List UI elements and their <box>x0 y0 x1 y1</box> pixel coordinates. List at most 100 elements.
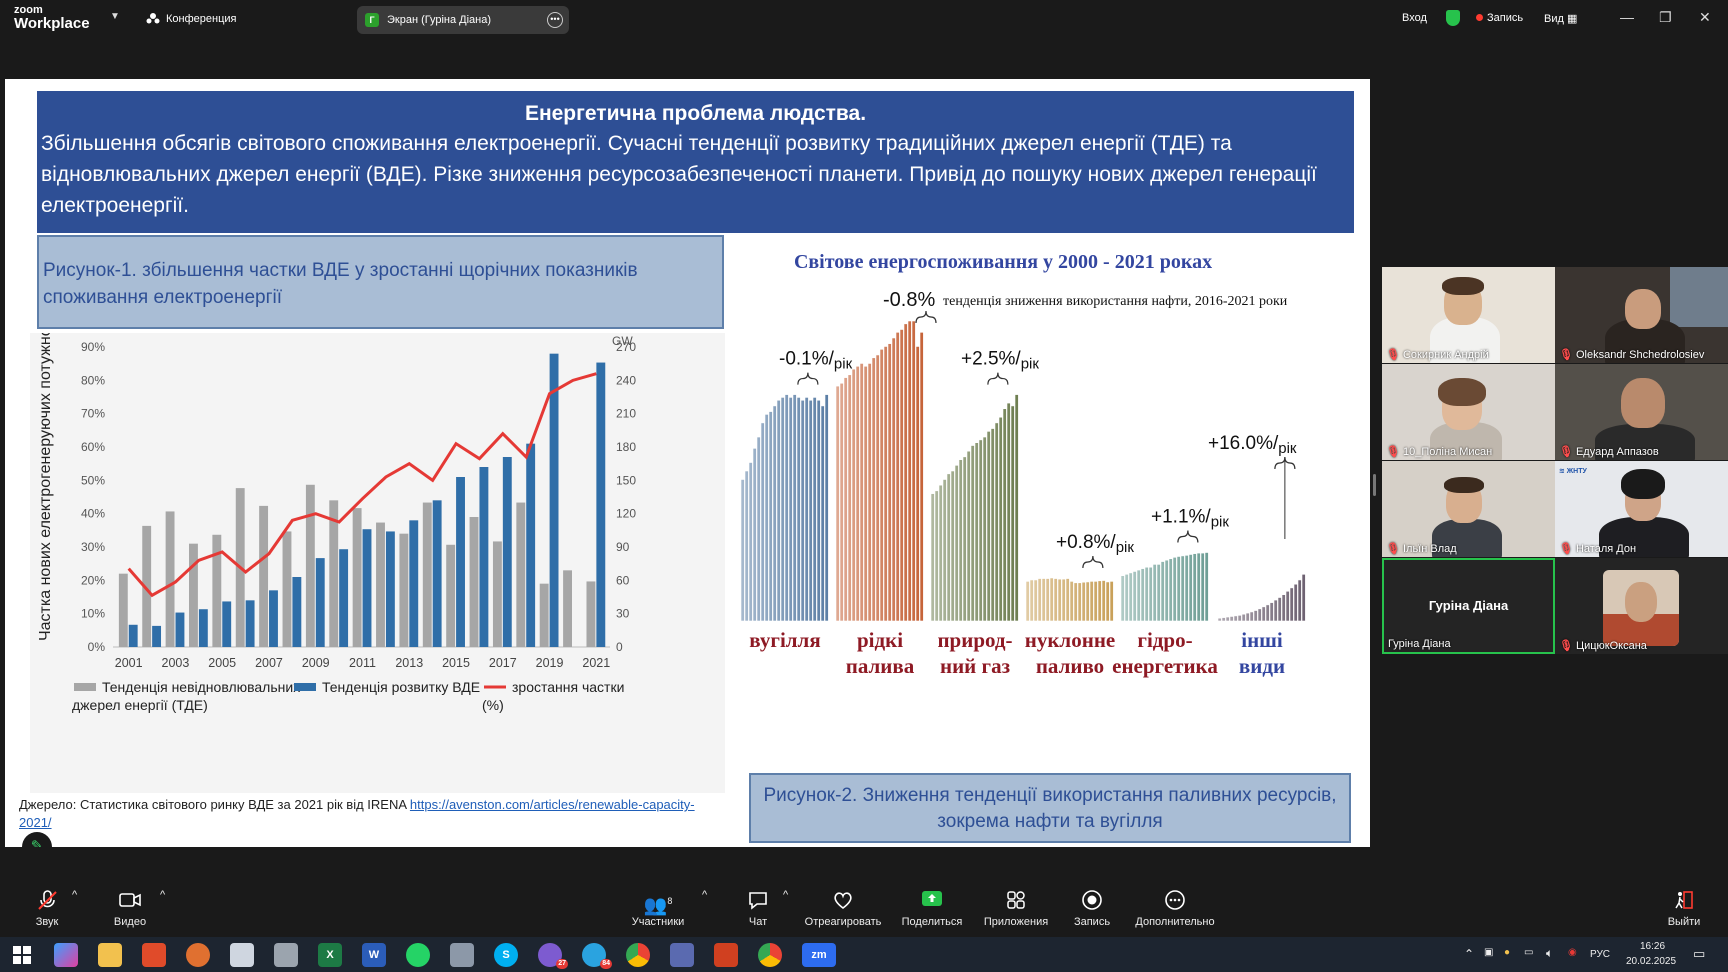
recording-indicator[interactable]: Запись <box>1476 12 1523 24</box>
consumption-bar <box>1192 553 1197 622</box>
whatsapp-icon[interactable] <box>406 943 430 967</box>
file-explorer-icon[interactable] <box>98 943 122 967</box>
camera-icon[interactable] <box>450 943 474 967</box>
calculator-icon[interactable] <box>274 943 298 967</box>
consumption-bar <box>1105 581 1110 622</box>
chart2-title: Світове енергоспоживання у 2000 - 2021 р… <box>794 251 1212 273</box>
figure2-caption: Рисунок-2. Зниження тенденції використан… <box>749 773 1351 843</box>
participant-tile[interactable]: 🎙︎ Едуард Аппазов <box>1555 364 1728 460</box>
language-indicator[interactable]: РУС <box>1590 949 1611 960</box>
video-options-chevron-icon[interactable]: ^ <box>160 889 166 901</box>
tray-app-icon[interactable]: ▣ <box>1484 947 1494 958</box>
consumption-bar <box>1085 581 1090 622</box>
video-button[interactable]: Видео <box>112 889 148 928</box>
telegram-icon[interactable]: 84 <box>582 943 612 969</box>
bar-vde <box>385 531 395 647</box>
chrome-icon[interactable] <box>626 943 650 967</box>
audio-options-chevron-icon[interactable]: ^ <box>72 889 78 901</box>
documents-icon[interactable] <box>230 943 254 967</box>
consumption-bar <box>1148 566 1153 622</box>
consumption-bar <box>1188 554 1193 622</box>
participants-options-chevron-icon[interactable]: ^ <box>702 889 708 901</box>
panel-resize-handle[interactable] <box>1373 474 1376 496</box>
y-tick-label: 20% <box>81 573 105 587</box>
participant-tile-active-speaker[interactable]: Гуріна Діана Гуріна Діана <box>1382 558 1555 654</box>
notifications-icon[interactable]: ▭ <box>1693 946 1706 961</box>
avatar <box>1603 570 1679 646</box>
consumption-bar <box>863 365 868 622</box>
app-grid-icon[interactable] <box>142 943 166 967</box>
bar-vde <box>456 477 465 647</box>
copilot-icon[interactable] <box>54 943 78 967</box>
record-button[interactable]: Запись <box>1070 889 1114 928</box>
consumption-bar <box>772 405 777 622</box>
word-icon[interactable]: W <box>362 943 386 967</box>
browser-icon[interactable] <box>186 943 210 967</box>
chrome-profile-icon[interactable] <box>758 943 782 967</box>
bar-vde <box>596 362 606 647</box>
minimize-icon[interactable]: — <box>1620 9 1634 25</box>
chevron-down-icon[interactable]: ▼ <box>110 11 120 22</box>
consumption-bar <box>974 442 979 622</box>
bar-vde <box>409 520 419 647</box>
share-screen-button[interactable]: Поделиться <box>900 889 964 928</box>
y-tick-label: 90% <box>81 340 105 354</box>
consumption-bar <box>1196 552 1201 622</box>
apps-label: Приложения <box>983 916 1049 928</box>
meeting-label: Конференция <box>166 13 237 25</box>
participants-button[interactable]: 👥8 Участники <box>628 889 688 928</box>
participant-tile[interactable]: 🎙︎ Сокирник Андрій <box>1382 267 1555 363</box>
chat-options-chevron-icon[interactable]: ^ <box>783 889 789 901</box>
participant-name: 🎙︎ Едуард Аппазов <box>1559 446 1659 458</box>
tray-chevron-icon[interactable]: ⌃ <box>1464 947 1475 961</box>
tray-alert-icon[interactable]: ◉ <box>1568 947 1577 958</box>
save-app-icon[interactable] <box>670 943 694 967</box>
leave-label: Выйти <box>1667 916 1701 928</box>
bar-tde <box>446 544 456 647</box>
bar-tde <box>259 505 269 647</box>
pdf-reader-icon[interactable] <box>714 943 738 967</box>
windows-start-icon[interactable] <box>10 943 34 967</box>
participant-tile[interactable]: 🎙︎ Oleksandr Shchedrolosiev <box>1555 267 1728 363</box>
consumption-bar <box>839 382 844 622</box>
chat-button[interactable]: Чат <box>741 889 775 928</box>
skype-icon[interactable]: S <box>494 943 518 967</box>
more-options-icon[interactable]: ••• <box>547 12 563 28</box>
security-shield-icon[interactable] <box>1446 10 1460 26</box>
meeting-info-button[interactable]: Конференция <box>146 12 236 26</box>
view-button[interactable]: Вид ▦ <box>1544 12 1577 25</box>
source-link[interactable]: https://avenston.com/articles/renewable-… <box>19 797 695 830</box>
network-icon[interactable]: ▭ <box>1524 947 1534 958</box>
clock-date[interactable]: 20.02.2025 <box>1626 956 1677 967</box>
participant-tile[interactable]: 🎙︎ ЦицюкОксана <box>1555 558 1728 654</box>
participant-tile[interactable]: 🎙︎ Ільїн Влад <box>1382 461 1555 557</box>
consumption-bar <box>748 462 753 622</box>
restore-icon[interactable]: ❐ <box>1659 9 1672 25</box>
category-label: інші <box>1241 628 1283 652</box>
react-button[interactable]: Отреагировать <box>803 889 883 928</box>
leave-button[interactable]: Выйти <box>1666 889 1702 928</box>
screen-share-tab[interactable]: Г Экран (Гуріна Діана) ••• <box>357 6 569 34</box>
consumption-bar <box>1097 580 1102 622</box>
audio-button[interactable]: Звук <box>30 889 64 928</box>
consumption-bar <box>1069 581 1074 622</box>
consumption-bar <box>788 397 793 622</box>
more-button[interactable]: Дополнительно <box>1133 889 1217 928</box>
participant-tile[interactable]: 🎙︎ 10_Поліна Мисан <box>1382 364 1555 460</box>
excel-icon[interactable]: X <box>318 943 342 967</box>
react-label: Отреагировать <box>804 916 882 928</box>
consumption-bar <box>800 399 805 622</box>
annotate-pen-icon[interactable]: ✎ <box>22 832 52 847</box>
viber-icon[interactable]: 27 <box>538 943 568 969</box>
zoom-logo[interactable]: zoom Workplace <box>14 5 90 32</box>
sign-in-button[interactable]: Вход <box>1402 12 1427 24</box>
y2-tick-label: 180 <box>616 440 636 454</box>
volume-icon[interactable]: 🔈︎ <box>1546 946 1554 960</box>
zoom-taskbar-icon[interactable]: zm <box>802 943 836 967</box>
close-icon[interactable]: ✕ <box>1699 9 1711 25</box>
apps-button[interactable]: Приложения <box>982 889 1050 928</box>
participant-tile[interactable]: ≋ ЖНТУ 🎙︎ Наталя Дон <box>1555 461 1728 557</box>
tray-status-icon[interactable]: ● <box>1504 947 1511 958</box>
y2-tick-label: 120 <box>616 507 636 521</box>
clock-time[interactable]: 16:26 <box>1640 941 1666 952</box>
